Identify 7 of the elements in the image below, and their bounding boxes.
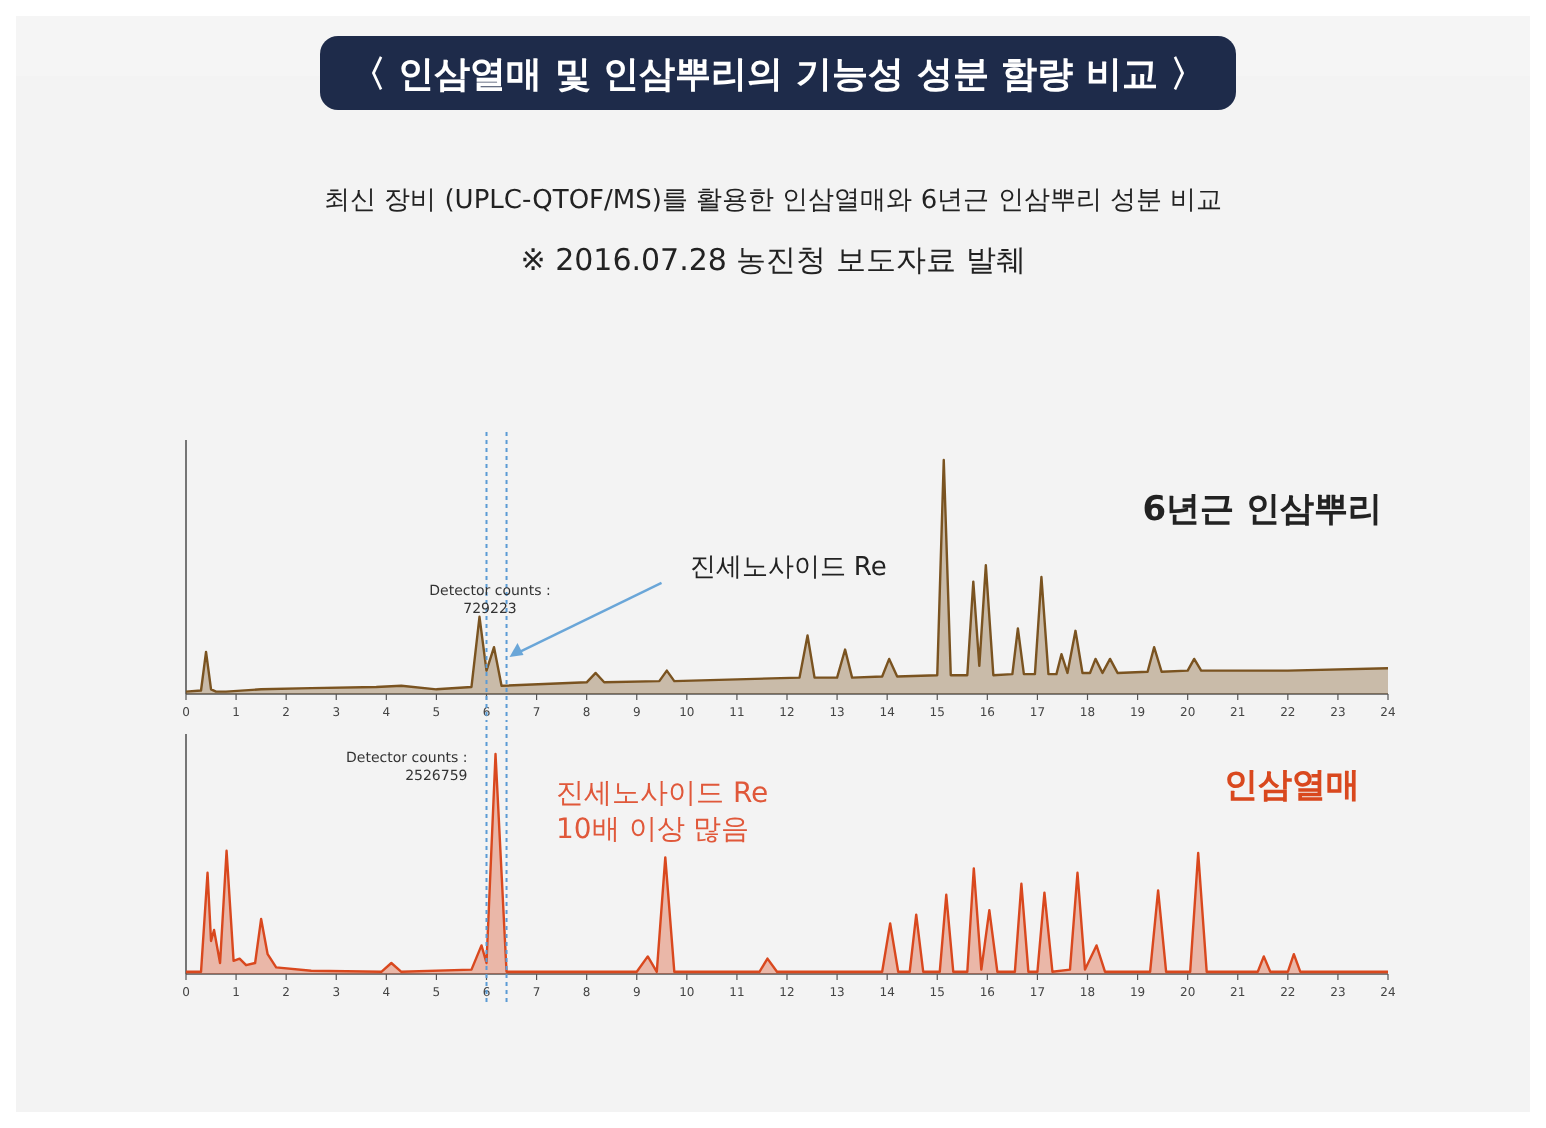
text: ※ 2016.07.28 농진청 보도자료 발췌 bbox=[520, 242, 1026, 278]
chart-subtitle: 최신 장비 (UPLC-QTOF/MS)를 활용한 인삼열매와 6년근 인삼뿌리 성분 비교 bbox=[323, 186, 1223, 216]
text: 6년근 인삼뿌리 bbox=[1142, 490, 1382, 530]
series-label: 인삼열매 bbox=[1224, 766, 1360, 806]
chart-title: 〈 인삼열매 및 인삼뿌리의 기능성 성분 함량 비교 〉 bbox=[349, 54, 1207, 96]
annotation: 진세노사이드 Re 10배 이상 많음 bbox=[556, 778, 769, 846]
annotation: 진세노사이드 Re bbox=[689, 552, 887, 583]
